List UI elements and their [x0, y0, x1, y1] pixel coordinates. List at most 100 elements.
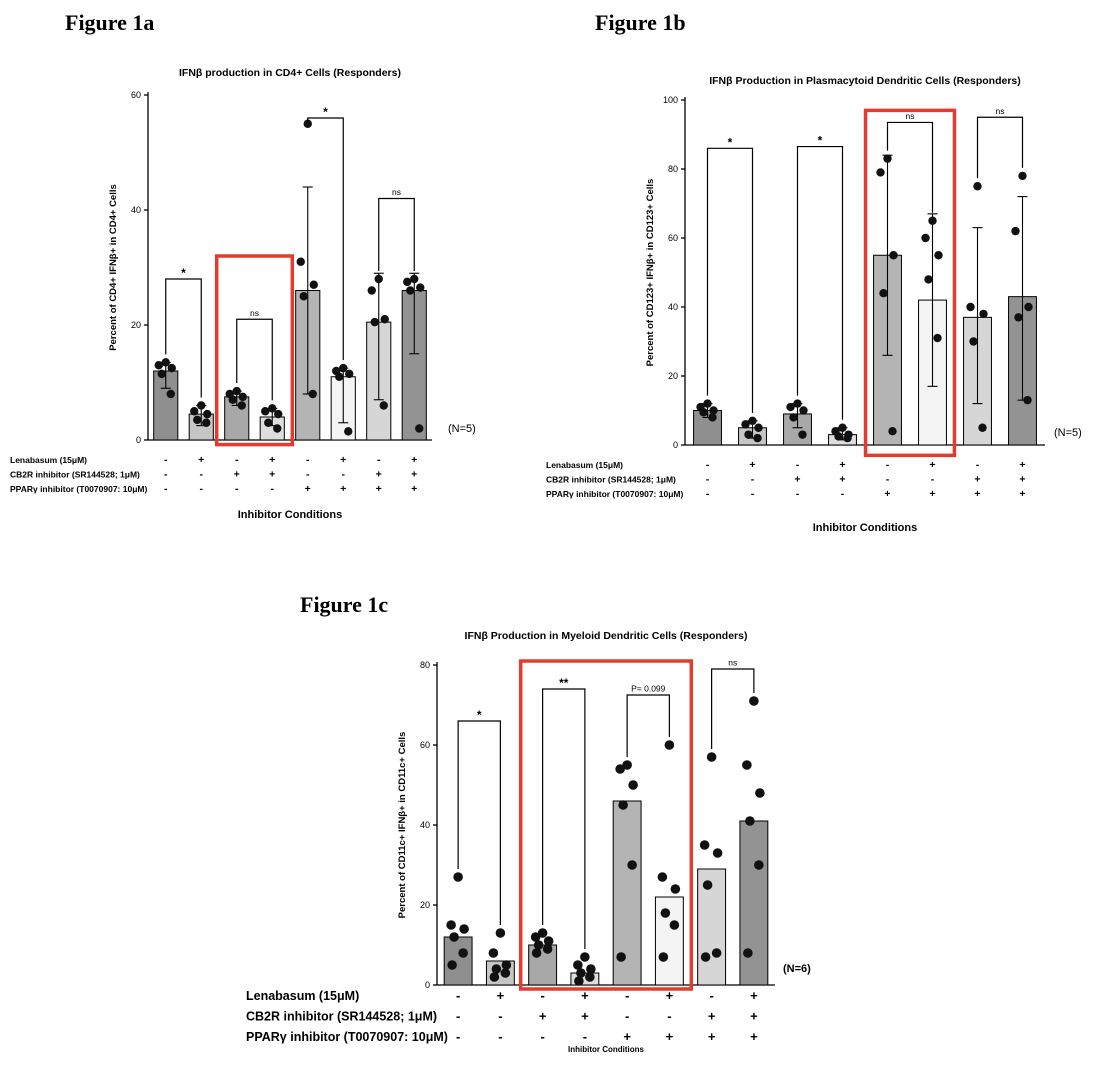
condition-value: +	[623, 1029, 631, 1044]
condition-value: -	[456, 1009, 460, 1024]
data-point	[190, 407, 199, 416]
data-point	[374, 274, 383, 284]
data-point	[495, 928, 506, 938]
data-point	[379, 401, 388, 410]
data-point	[748, 416, 757, 426]
data-point	[585, 972, 595, 982]
data-point	[268, 404, 277, 413]
condition-value: +	[839, 459, 845, 471]
condition-row-label: CB2R inhibitor (SR144528; 1μM)	[246, 1010, 437, 1024]
data-point	[669, 920, 680, 930]
condition-value: -	[625, 988, 629, 1003]
condition-value: -	[306, 469, 310, 481]
data-point	[699, 408, 708, 417]
data-point	[458, 948, 468, 958]
data-point	[335, 372, 344, 381]
condition-row-label: PPARγ inhibitor (T0070907: 10μM)	[546, 489, 683, 499]
x-axis-title: Inhibitor Conditions	[813, 522, 917, 534]
highlight-box	[518, 659, 694, 991]
condition-value: +	[974, 474, 980, 486]
significance-bracket	[236, 318, 273, 401]
condition-value: +	[1019, 488, 1025, 500]
significance-bracket	[886, 121, 934, 213]
condition-row-label: CB2R inhibitor (SR144528; 1μM)	[546, 475, 676, 485]
condition-value: -	[583, 1029, 587, 1044]
data-point	[574, 976, 584, 986]
data-point	[542, 944, 553, 954]
data-point	[370, 317, 379, 327]
significance-bracket	[457, 720, 501, 925]
data-point	[446, 920, 456, 930]
data-point	[447, 960, 457, 970]
condition-value: -	[164, 469, 168, 481]
data-point	[754, 860, 764, 870]
condition-value: -	[164, 454, 168, 466]
condition-value: -	[931, 474, 935, 486]
condition-value: +	[581, 988, 589, 1003]
bar	[697, 868, 727, 986]
significance-label: *	[477, 708, 482, 722]
data-point	[921, 233, 930, 243]
condition-value: -	[498, 1009, 502, 1024]
data-point	[660, 908, 671, 918]
data-point	[167, 363, 176, 373]
data-point	[537, 928, 548, 938]
data-point	[308, 389, 317, 399]
condition-row-label: Lenabasum (15μM)	[10, 455, 87, 465]
condition-value: +	[794, 474, 800, 486]
data-point	[580, 952, 590, 962]
data-point	[533, 940, 544, 950]
significance-label: ns	[906, 111, 915, 121]
condition-value: -	[456, 988, 460, 1003]
figure-1b: IFNβ Production in Plasmacytoid Dendriti…	[540, 50, 1100, 580]
data-point	[586, 964, 596, 974]
data-point	[261, 407, 270, 416]
data-point	[699, 840, 710, 850]
condition-value: +	[929, 459, 935, 471]
data-point	[501, 960, 512, 970]
x-axis-title: Inhibitor Conditions	[238, 509, 342, 521]
significance-bracket	[796, 145, 844, 420]
condition-value: +	[884, 488, 890, 500]
condition-value: +	[234, 469, 240, 481]
condition-value: -	[667, 1009, 671, 1024]
data-point	[274, 409, 283, 419]
data-point	[576, 968, 586, 978]
data-point	[303, 119, 312, 128]
condition-value: -	[342, 469, 346, 481]
condition-value: -	[706, 488, 710, 500]
data-point	[449, 932, 459, 942]
data-point	[755, 788, 765, 798]
condition-value: +	[974, 488, 980, 500]
data-point	[749, 696, 759, 706]
data-point	[789, 413, 798, 422]
condition-row-label: Lenabasum (15μM)	[546, 460, 623, 470]
highlight-box	[214, 254, 295, 447]
bar	[654, 896, 684, 986]
data-point	[708, 413, 717, 422]
significance-label: ns	[996, 106, 1005, 116]
data-point	[296, 257, 305, 266]
data-point	[834, 432, 843, 441]
significance-bracket	[706, 147, 754, 413]
data-point	[232, 386, 241, 396]
condition-value: -	[796, 459, 800, 471]
data-point	[344, 427, 353, 436]
y-tick-label: 0	[673, 440, 678, 450]
data-point	[345, 369, 354, 379]
data-point	[709, 406, 718, 415]
data-point	[700, 952, 711, 962]
y-tick-label: 60	[668, 233, 678, 243]
significance-label: ns	[250, 308, 259, 318]
data-point	[670, 884, 681, 894]
condition-value: -	[540, 1029, 544, 1044]
condition-value: -	[706, 459, 710, 471]
n-label: (N=5)	[1054, 427, 1082, 439]
data-point	[973, 182, 982, 191]
condition-value: +	[708, 1009, 716, 1024]
data-point	[166, 389, 175, 399]
data-point	[203, 409, 212, 419]
data-point	[706, 752, 717, 762]
condition-value: +	[411, 483, 417, 495]
condition-value: -	[164, 483, 168, 495]
